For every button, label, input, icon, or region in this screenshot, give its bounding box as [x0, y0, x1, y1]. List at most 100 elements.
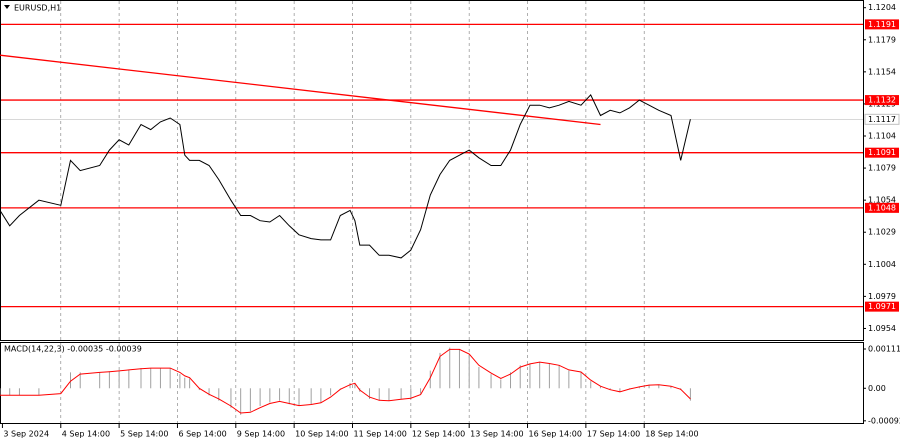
- x-tick-label: 9 Sep 14:00: [237, 430, 285, 439]
- macd-bar: [240, 388, 242, 415]
- x-tick-label: 5 Sep 14:00: [120, 430, 168, 439]
- macd-bar: [599, 386, 601, 389]
- x-tick-label: 6 Sep 14:00: [178, 430, 226, 439]
- trend-line: [0, 54, 601, 126]
- macd-bar: [478, 367, 480, 389]
- macd-bar: [670, 386, 672, 389]
- level-label: 1.1191: [868, 20, 896, 29]
- macd-bar: [99, 372, 101, 389]
- y-tick-label: 1.0979: [868, 292, 896, 301]
- x-tick-label: 11 Sep 14:00: [353, 430, 406, 439]
- macd-bar: [298, 388, 300, 406]
- y-tick-label: 0.00111: [868, 345, 900, 354]
- macd-bar: [420, 388, 422, 394]
- y-tick-label: 1.1104: [868, 132, 896, 141]
- macd-bar: [169, 368, 171, 389]
- macd-bar: [590, 381, 592, 389]
- level-label-box: [865, 19, 899, 30]
- macd-bar: [208, 388, 210, 396]
- level-label-box: [865, 301, 899, 312]
- macd-bar: [249, 388, 251, 412]
- macd-bar: [198, 388, 200, 391]
- macd-bar: [609, 388, 611, 391]
- y-tick-label: 0.00: [868, 384, 886, 393]
- y-tick-label: 1.1154: [868, 67, 896, 76]
- macd-bar: [118, 370, 120, 389]
- x-tick-label: 10 Sep 14:00: [295, 430, 348, 439]
- macd-bar: [218, 388, 220, 401]
- macd-bar: [140, 368, 142, 389]
- macd-bar: [619, 388, 621, 392]
- level-label: 1.1132: [868, 96, 896, 105]
- macd-bar: [18, 388, 20, 396]
- current-price-box: [864, 113, 900, 125]
- macd-bar: [510, 372, 512, 389]
- x-tick-label: 17 Sep 14:00: [587, 430, 640, 439]
- macd-bar: [349, 382, 351, 389]
- macd-bar: [279, 388, 281, 401]
- macd-bar: [378, 388, 380, 401]
- y-tick-label: 1.1054: [868, 196, 896, 205]
- macd-bar: [539, 361, 541, 389]
- macd-bar: [449, 347, 451, 389]
- y-tick-label: 1.1079: [868, 164, 896, 173]
- macd-bar: [184, 377, 186, 389]
- x-tick-label: 3 Sep 2024: [3, 430, 49, 439]
- price-line: [0, 94, 691, 259]
- x-tick-label: 18 Sep 14:00: [645, 430, 698, 439]
- macd-bar: [410, 388, 412, 399]
- y-tick-label: 1.1204: [868, 3, 896, 12]
- macd-bar: [179, 374, 181, 389]
- macd-bar: [330, 388, 332, 396]
- macd-bar: [468, 354, 470, 389]
- macd-bar: [369, 388, 371, 399]
- macd-bar: [429, 370, 431, 389]
- macd-bar: [548, 363, 550, 389]
- macd-bar: [9, 388, 11, 396]
- macd-bar: [69, 372, 71, 389]
- current-price-label: 1.1117: [868, 115, 896, 124]
- macd-bar: [458, 349, 460, 389]
- macd-bar: [310, 388, 312, 405]
- macd-bar: [558, 365, 560, 389]
- macd-bar: [648, 384, 650, 389]
- macd-bar: [150, 368, 152, 389]
- x-tick-label: 16 Sep 14:00: [529, 430, 582, 439]
- macd-bar: [79, 372, 81, 389]
- macd-bar: [0, 388, 1, 396]
- macd-title: MACD(14,22,3) -0.00035 -0.00039: [4, 345, 142, 354]
- macd-pane-frame: [0, 342, 864, 424]
- x-tick-label: 12 Sep 14:00: [412, 430, 465, 439]
- level-label: 1.0971: [868, 302, 896, 311]
- x-tick-label: 13 Sep 14:00: [470, 430, 523, 439]
- macd-bar: [269, 388, 271, 403]
- macd-bar: [159, 368, 161, 389]
- chart-title: EURUSD,H1: [14, 4, 61, 13]
- macd-bar: [519, 365, 521, 389]
- macd-bar: [259, 388, 261, 406]
- y-tick-label: -0.00092: [868, 416, 900, 425]
- macd-signal-line: [0, 348, 691, 414]
- macd-bar: [38, 388, 40, 396]
- macd-bar: [529, 363, 531, 389]
- macd-bar: [189, 378, 191, 389]
- macd-bar: [230, 388, 232, 408]
- symbol-menu-icon[interactable]: [4, 5, 10, 9]
- macd-bar: [568, 370, 570, 389]
- level-label-box: [865, 147, 899, 158]
- level-label-box: [865, 202, 899, 213]
- macd-bar: [580, 372, 582, 389]
- macd-bar: [108, 371, 110, 389]
- macd-bar: [388, 388, 390, 401]
- macd-bar: [689, 388, 691, 401]
- macd-bar: [354, 382, 356, 389]
- y-tick-label: 1.1029: [868, 228, 896, 237]
- level-label: 1.1091: [868, 148, 896, 157]
- y-tick-label: 1.0954: [868, 324, 896, 333]
- macd-bar: [128, 369, 130, 389]
- main-pane-frame: [0, 0, 864, 341]
- y-tick-label: 1.1179: [868, 35, 896, 44]
- level-label-box: [865, 95, 899, 106]
